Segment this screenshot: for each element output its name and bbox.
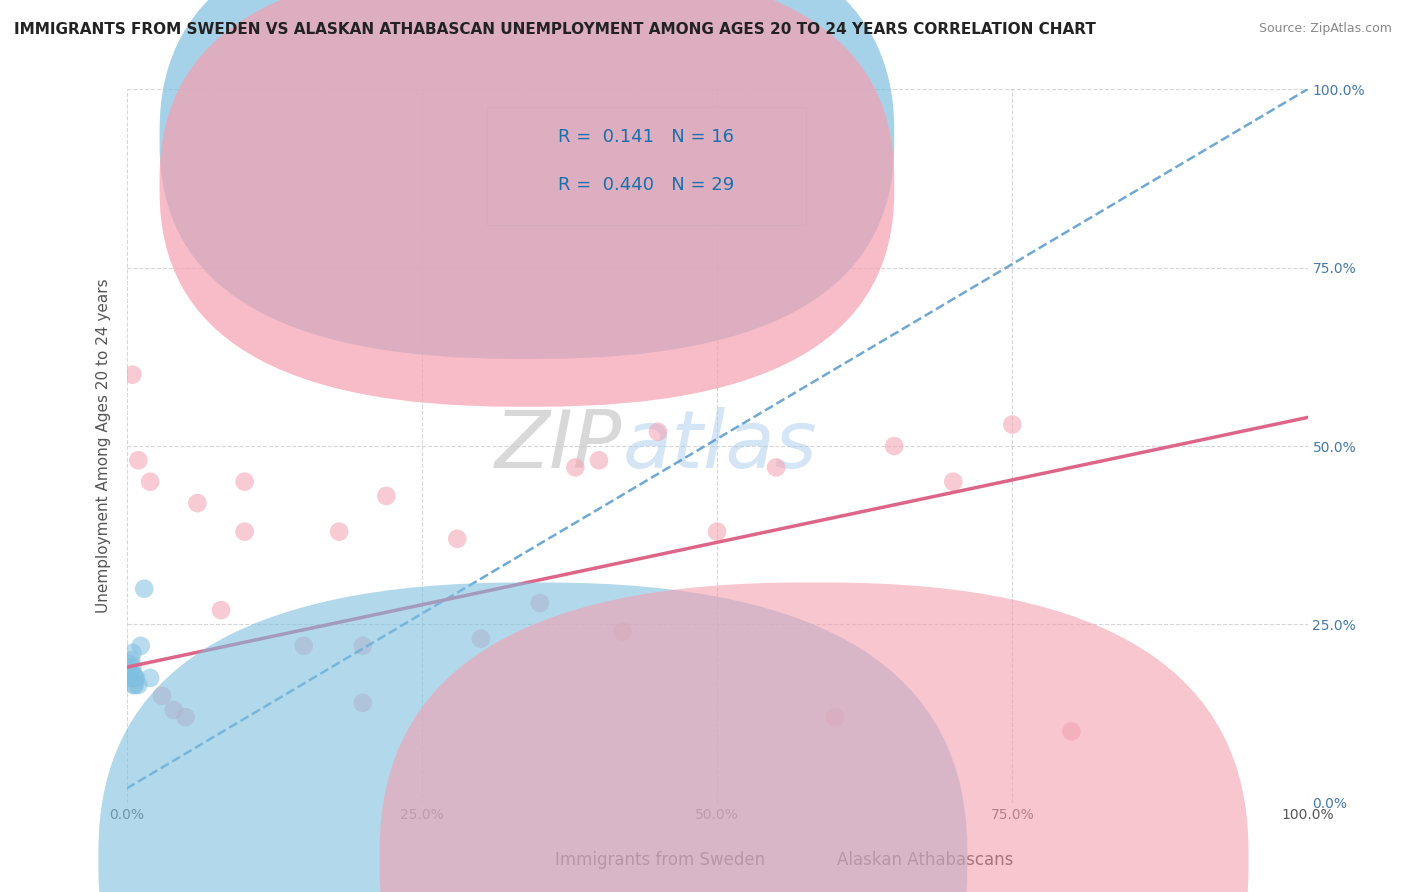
- Point: [1060, 724, 1083, 739]
- Point: [375, 489, 398, 503]
- Point: [122, 678, 145, 692]
- Point: [118, 657, 141, 671]
- FancyBboxPatch shape: [486, 107, 806, 225]
- Point: [1001, 417, 1024, 432]
- Point: [647, 425, 669, 439]
- Point: [564, 460, 586, 475]
- Point: [352, 639, 374, 653]
- Point: [150, 689, 173, 703]
- Text: ZIP: ZIP: [495, 407, 623, 485]
- Point: [233, 475, 256, 489]
- Point: [127, 453, 149, 467]
- Point: [120, 671, 142, 685]
- Point: [209, 603, 232, 617]
- Point: [765, 460, 787, 475]
- FancyBboxPatch shape: [160, 0, 894, 359]
- Text: IMMIGRANTS FROM SWEDEN VS ALASKAN ATHABASCAN UNEMPLOYMENT AMONG AGES 20 TO 24 YE: IMMIGRANTS FROM SWEDEN VS ALASKAN ATHABA…: [14, 22, 1095, 37]
- Point: [233, 524, 256, 539]
- Point: [352, 696, 374, 710]
- Point: [446, 532, 468, 546]
- Text: atlas: atlas: [623, 407, 817, 485]
- Point: [883, 439, 905, 453]
- Point: [529, 596, 551, 610]
- Point: [124, 671, 146, 685]
- Point: [139, 475, 162, 489]
- Point: [124, 678, 146, 692]
- Y-axis label: Unemployment Among Ages 20 to 24 years: Unemployment Among Ages 20 to 24 years: [96, 278, 111, 614]
- Point: [174, 710, 197, 724]
- Point: [706, 524, 728, 539]
- Point: [129, 639, 152, 653]
- Point: [470, 632, 492, 646]
- Text: Alaskan Athabascans: Alaskan Athabascans: [837, 851, 1012, 869]
- Point: [120, 664, 142, 678]
- Point: [292, 639, 315, 653]
- Point: [120, 653, 142, 667]
- Point: [134, 582, 156, 596]
- FancyBboxPatch shape: [160, 0, 894, 407]
- Point: [588, 453, 610, 467]
- Point: [127, 678, 149, 692]
- Point: [163, 703, 186, 717]
- Point: [824, 710, 846, 724]
- Point: [125, 671, 148, 685]
- Point: [328, 524, 350, 539]
- Text: Immigrants from Sweden: Immigrants from Sweden: [555, 851, 765, 869]
- Point: [121, 660, 143, 674]
- Point: [122, 667, 145, 681]
- Point: [139, 671, 162, 685]
- Point: [121, 646, 143, 660]
- Point: [121, 368, 143, 382]
- Point: [120, 671, 142, 685]
- Text: R =  0.440   N = 29: R = 0.440 N = 29: [558, 176, 734, 194]
- Point: [186, 496, 208, 510]
- Point: [612, 624, 634, 639]
- Text: R =  0.141   N = 16: R = 0.141 N = 16: [558, 128, 734, 146]
- Point: [942, 475, 965, 489]
- Text: Source: ZipAtlas.com: Source: ZipAtlas.com: [1258, 22, 1392, 36]
